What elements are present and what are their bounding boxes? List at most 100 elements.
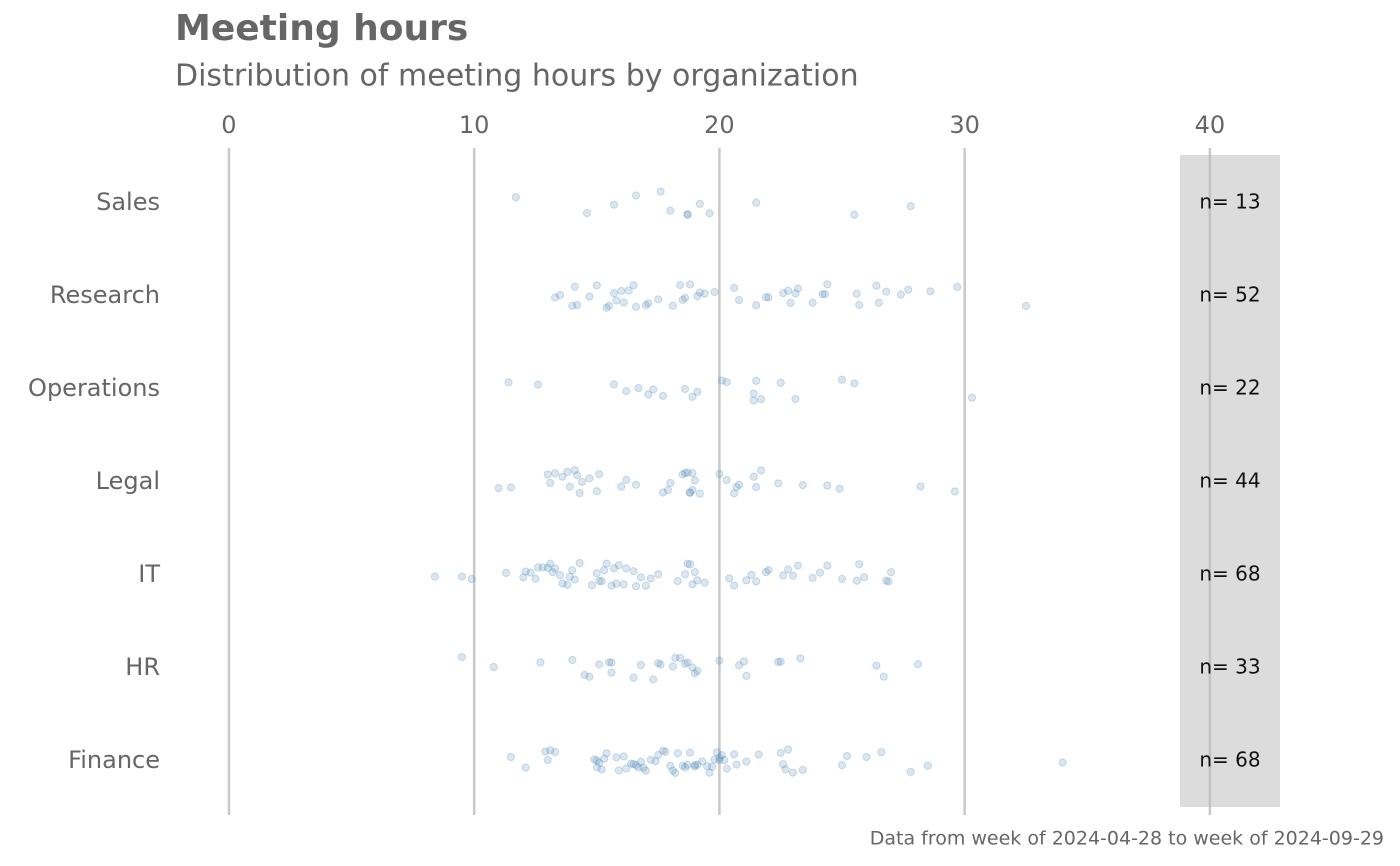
point [658, 391, 668, 400]
point [725, 574, 734, 583]
point [573, 471, 582, 480]
point [627, 759, 636, 768]
point [757, 395, 766, 404]
point [796, 654, 805, 663]
point [531, 574, 540, 583]
count-label: n= 52 [1199, 283, 1260, 307]
point [808, 298, 817, 307]
point [600, 566, 609, 575]
point [693, 292, 702, 301]
point [570, 575, 579, 584]
point [546, 478, 555, 487]
point [506, 483, 516, 492]
count-label: n= 33 [1199, 655, 1260, 679]
point [798, 765, 807, 775]
point [538, 563, 547, 572]
point [690, 669, 699, 678]
point [585, 672, 594, 681]
point [568, 655, 577, 665]
point [779, 760, 788, 769]
point [565, 482, 574, 491]
point [783, 745, 793, 754]
point [730, 489, 739, 498]
point [886, 568, 896, 577]
point [631, 761, 641, 770]
point [607, 658, 616, 667]
point [519, 573, 528, 582]
point [688, 468, 697, 478]
point [754, 750, 763, 759]
point [563, 580, 572, 589]
point [732, 760, 741, 769]
point [602, 749, 611, 758]
point [680, 570, 690, 579]
point [855, 300, 864, 310]
y-tick-label: Legal [96, 467, 160, 495]
point [742, 671, 751, 680]
point [879, 672, 888, 681]
point [950, 487, 959, 496]
point [710, 287, 719, 297]
point [595, 469, 604, 479]
point [752, 482, 761, 492]
point [798, 481, 807, 490]
point [685, 280, 695, 289]
point [710, 755, 719, 764]
point [752, 301, 761, 310]
point [614, 561, 623, 570]
point [690, 762, 699, 771]
point [823, 561, 832, 570]
point [658, 488, 668, 497]
point [776, 657, 785, 666]
point [896, 290, 905, 299]
point [506, 753, 516, 762]
point [688, 580, 697, 589]
point [533, 563, 543, 572]
chart-title: Meeting hours [175, 8, 468, 49]
point [688, 485, 697, 495]
point [663, 485, 673, 495]
point [693, 666, 702, 676]
point [639, 763, 648, 772]
point [607, 581, 616, 590]
point [546, 559, 555, 568]
point [690, 476, 699, 485]
point [644, 299, 653, 308]
point [504, 378, 513, 387]
point [823, 280, 832, 289]
point [688, 392, 697, 401]
point [658, 746, 668, 755]
y-tick-label: Sales [96, 188, 160, 216]
point [774, 479, 783, 488]
point [776, 378, 785, 387]
point [551, 469, 560, 478]
point [619, 752, 628, 761]
point [609, 200, 619, 209]
point [609, 289, 619, 298]
point [837, 761, 847, 770]
point [511, 193, 520, 202]
point [563, 467, 572, 477]
point [730, 283, 739, 292]
point [715, 469, 724, 479]
point [666, 761, 675, 770]
point [1021, 301, 1031, 311]
point [739, 657, 749, 666]
point [916, 482, 925, 491]
point [622, 387, 631, 396]
point [624, 286, 633, 295]
point [783, 286, 793, 295]
point [715, 656, 724, 665]
point [612, 753, 621, 762]
point [590, 755, 599, 764]
point [634, 763, 643, 772]
point [695, 288, 704, 297]
point [595, 576, 604, 586]
point [793, 561, 802, 570]
point [683, 210, 692, 219]
point [646, 755, 655, 764]
point [752, 198, 761, 207]
point [722, 764, 731, 773]
point [597, 765, 606, 774]
y-tick-label: Operations [28, 374, 160, 402]
